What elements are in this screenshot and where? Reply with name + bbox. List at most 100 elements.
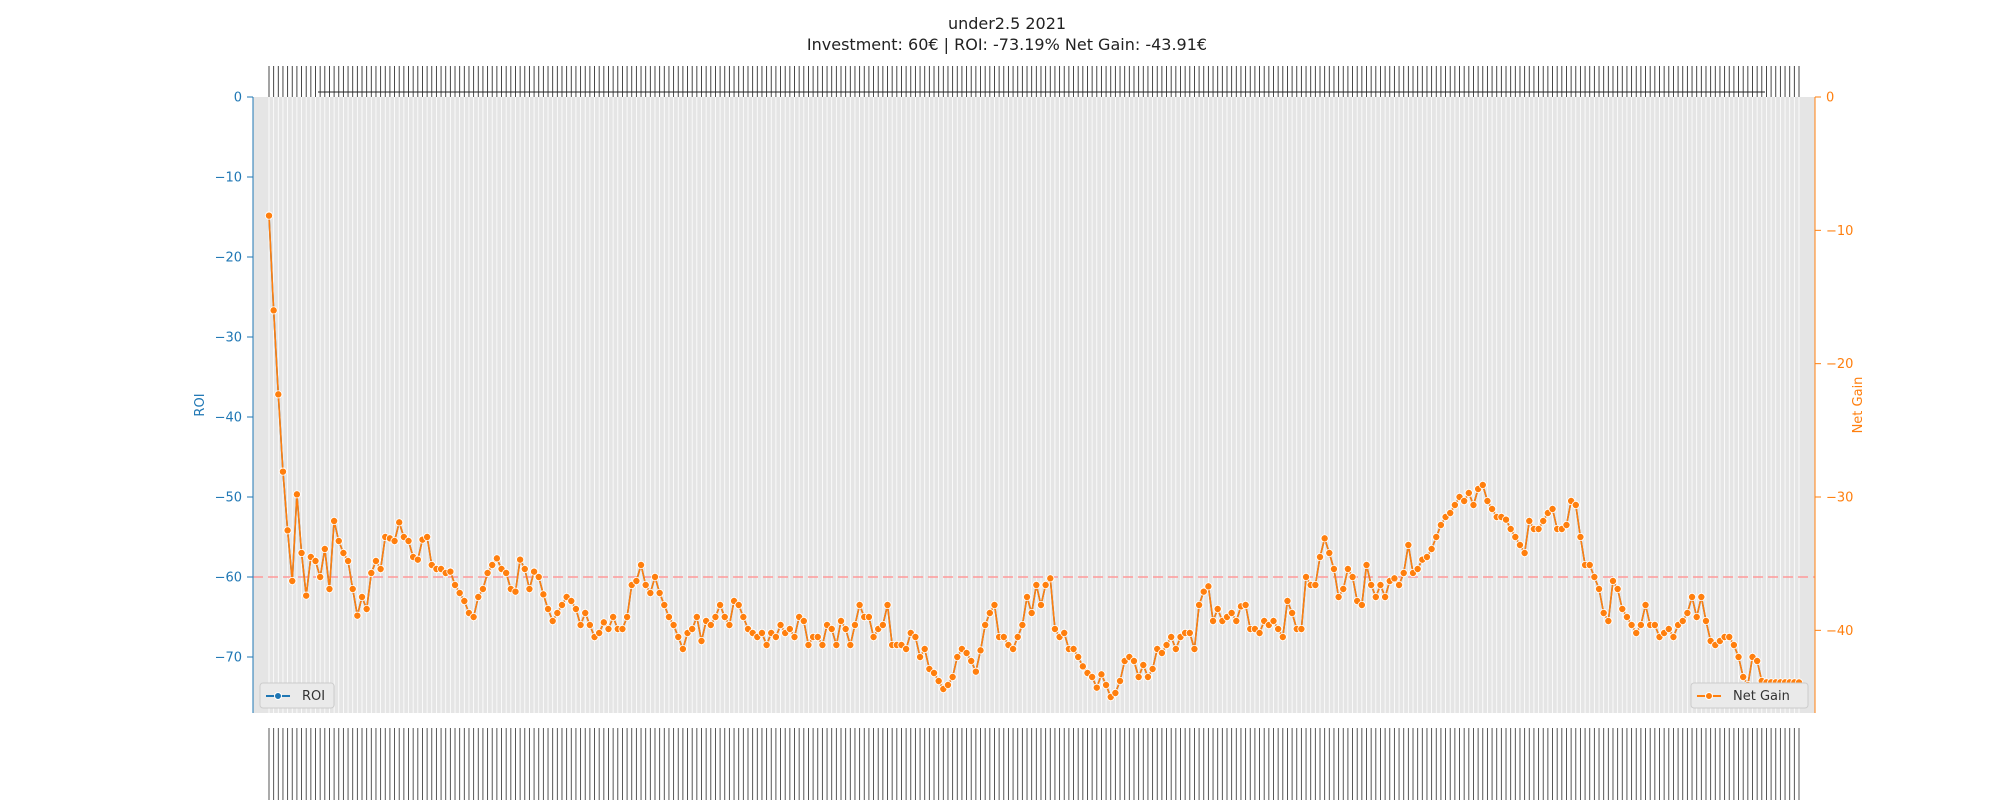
net-gain-point xyxy=(1753,657,1762,666)
left-y-axis: 0 −10 −20 −30 −40 −50 −60 −70 xyxy=(215,91,254,713)
right-y-tick-label: −10 xyxy=(1826,224,1853,239)
net-gain-point xyxy=(832,641,841,650)
net-gain-point xyxy=(1381,593,1390,602)
net-gain-point xyxy=(1060,629,1069,638)
net-gain-point xyxy=(999,633,1008,642)
net-gain-point xyxy=(1167,633,1176,642)
net-gain-point xyxy=(1650,621,1659,630)
net-gain-point xyxy=(1078,662,1087,671)
net-gain-point xyxy=(734,601,743,610)
net-gain-point xyxy=(1604,617,1613,626)
net-gain-point xyxy=(302,591,311,600)
legend-roi-frame xyxy=(259,682,335,709)
chart-title: under2.5 2021 xyxy=(948,14,1066,33)
net-gain-point xyxy=(785,625,794,634)
net-gain-point xyxy=(688,625,697,634)
legend-roi: ROI xyxy=(259,682,335,709)
net-gain-point xyxy=(706,621,715,630)
net-gain-point xyxy=(1395,581,1404,590)
net-gain-point xyxy=(813,633,822,642)
net-gain-point xyxy=(1204,582,1213,591)
net-gain-point xyxy=(525,585,534,594)
net-gain-point xyxy=(320,545,329,554)
net-gain-point xyxy=(1483,496,1492,505)
net-gain-point xyxy=(1571,500,1580,509)
net-gain-point xyxy=(1334,593,1343,602)
net-gain-point xyxy=(334,537,343,546)
net-gain-point xyxy=(548,617,557,626)
net-gain-point xyxy=(609,613,618,622)
net-gain-point xyxy=(762,641,771,650)
net-gain-point xyxy=(655,589,664,598)
net-gain-point xyxy=(962,649,971,658)
net-gain-point xyxy=(1116,677,1125,686)
net-gain-point xyxy=(692,613,701,622)
net-gain-point xyxy=(804,641,813,650)
net-gain-point xyxy=(557,601,566,610)
net-gain-point xyxy=(460,597,469,606)
net-gain-point xyxy=(1729,641,1738,650)
net-gain-point xyxy=(1464,488,1473,497)
net-gain-point xyxy=(595,629,604,638)
net-gain-point xyxy=(1046,574,1055,583)
left-y-tick-label: −70 xyxy=(215,651,242,666)
net-gain-point xyxy=(878,621,887,630)
net-gain-point xyxy=(1041,581,1050,590)
net-gain-point xyxy=(1534,525,1543,534)
net-gain-point xyxy=(1469,500,1478,509)
net-gain-point xyxy=(1288,609,1297,618)
net-gain-point xyxy=(1488,504,1497,513)
net-gain-point xyxy=(413,555,422,564)
net-gain-point xyxy=(478,585,487,594)
net-gain-point xyxy=(641,581,650,590)
net-gain-point xyxy=(646,589,655,598)
net-gain-point xyxy=(404,537,413,546)
net-gain-point xyxy=(1599,609,1608,618)
net-gain-point xyxy=(283,526,292,535)
net-gain-point xyxy=(976,646,985,655)
left-y-tick-label: −10 xyxy=(215,171,242,186)
net-gain-point xyxy=(367,569,376,578)
net-gain-point xyxy=(339,549,348,558)
net-gain-point xyxy=(1074,653,1083,662)
net-gain-point xyxy=(1576,533,1585,542)
net-gain-point xyxy=(1269,617,1278,626)
net-gain-point xyxy=(325,585,334,594)
net-gain-point xyxy=(492,554,501,563)
net-gain-point xyxy=(1255,629,1264,638)
left-y-tick-label: −50 xyxy=(215,491,242,506)
net-gain-point xyxy=(488,561,497,570)
net-gain-point xyxy=(1618,605,1627,614)
legend-net-gain: Net Gain xyxy=(1690,682,1809,709)
net-gain-point xyxy=(1316,553,1325,562)
net-gain-point xyxy=(1432,533,1441,542)
net-gain-point xyxy=(1511,533,1520,542)
net-gain-point xyxy=(1520,549,1529,558)
net-gain-point xyxy=(1399,569,1408,578)
net-gain-point xyxy=(1023,593,1032,602)
net-gain-point xyxy=(771,633,780,642)
net-gain-point xyxy=(720,613,729,622)
net-gain-point xyxy=(1664,625,1673,634)
net-gain-point xyxy=(567,597,576,606)
net-gain-point xyxy=(1627,621,1636,630)
net-gain-point xyxy=(1636,621,1645,630)
net-gain-point xyxy=(1585,561,1594,570)
net-gain-point xyxy=(911,633,920,642)
net-gain-point xyxy=(1227,609,1236,618)
net-gain-point xyxy=(1320,534,1329,543)
net-gain-point xyxy=(502,569,511,578)
net-gain-point xyxy=(1739,673,1748,682)
right-y-tick-label: −30 xyxy=(1826,491,1853,506)
net-gain-point xyxy=(1143,673,1152,682)
net-gain-point xyxy=(920,645,929,654)
net-gain-point xyxy=(1697,593,1706,602)
left-y-tick-label: −20 xyxy=(215,251,242,266)
net-gain-point xyxy=(1232,617,1241,626)
net-gain-point xyxy=(469,613,478,622)
net-gain-point xyxy=(455,589,464,598)
net-gain-point xyxy=(1446,508,1455,517)
net-gain-point xyxy=(292,490,301,499)
net-gain-point xyxy=(576,621,585,630)
net-gain-point xyxy=(902,645,911,654)
